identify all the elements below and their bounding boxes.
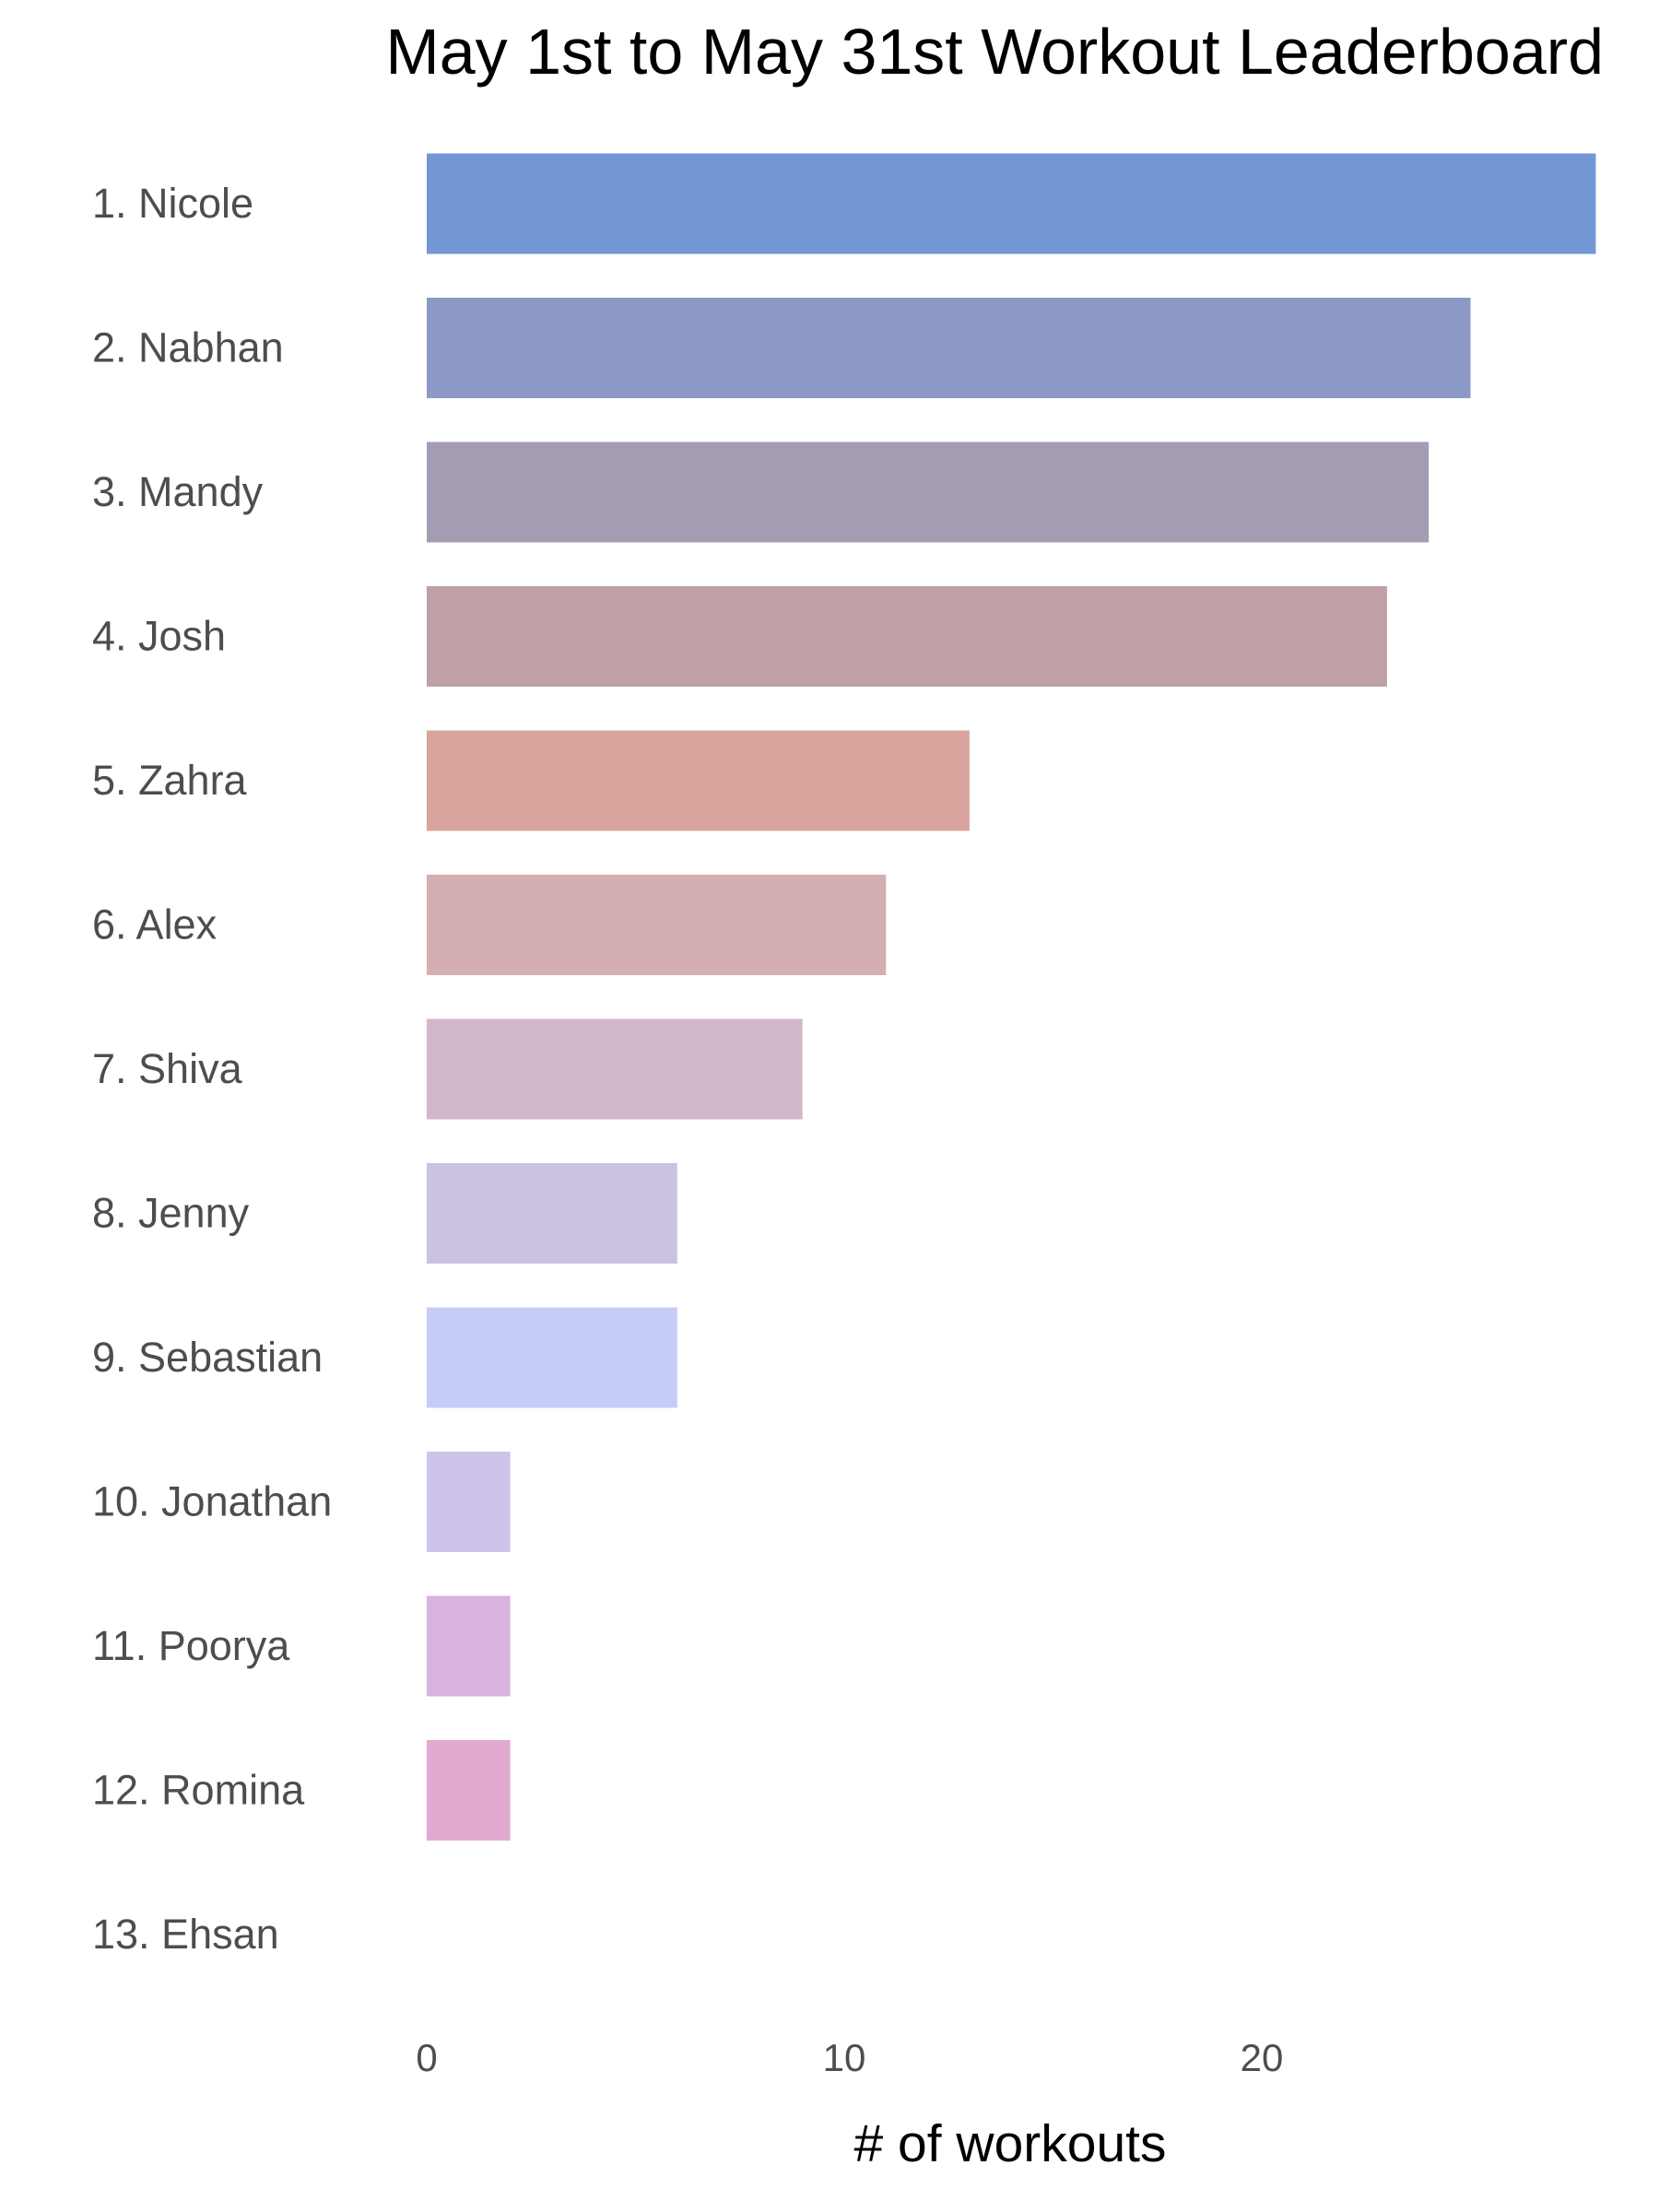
bar [427,441,1430,543]
x-tick-label: 20 [1241,2036,1284,2079]
bar [427,1740,511,1841]
row-labels-group: 1. Nicole 2. Nabhan 3. Mandy 4. Josh 5. Zahr… [92,180,332,1958]
bar [427,1163,677,1264]
bar [427,1452,511,1552]
row-label: 4. Josh [92,613,226,660]
bar [427,586,1387,687]
row-label: 1. Nicole [92,180,253,227]
x-tick-label: 10 [823,2036,866,2079]
x-axis-ticks: 0 10 20 [416,2036,1283,2079]
row-label: 10. Jonathan [92,1478,332,1525]
row-label: 8. Jenny [92,1190,250,1237]
row-label: 2. Nabhan [92,324,284,371]
bar [427,1018,803,1120]
bar [427,1595,511,1697]
bar [427,875,887,975]
x-axis-title: # of workouts [854,2114,1167,2173]
row-label: 11. Poorya [92,1622,290,1669]
bar [427,298,1471,398]
row-label: 12. Romina [92,1767,305,1814]
x-tick-label: 0 [416,2036,437,2079]
chart-title: May 1st to May 31st Workout Leaderboard [385,16,1604,88]
bar [427,730,970,831]
row-label: 7. Shiva [92,1045,243,1092]
row-label: 6. Alex [92,901,218,948]
row-label: 5. Zahra [92,757,248,804]
row-label: 9. Sebastian [92,1334,323,1381]
bar [427,1307,677,1408]
bars-group [427,153,1596,1841]
row-label: 3. Mandy [92,468,264,515]
row-label: 13. Ehsan [92,1911,279,1958]
bar [427,153,1596,254]
